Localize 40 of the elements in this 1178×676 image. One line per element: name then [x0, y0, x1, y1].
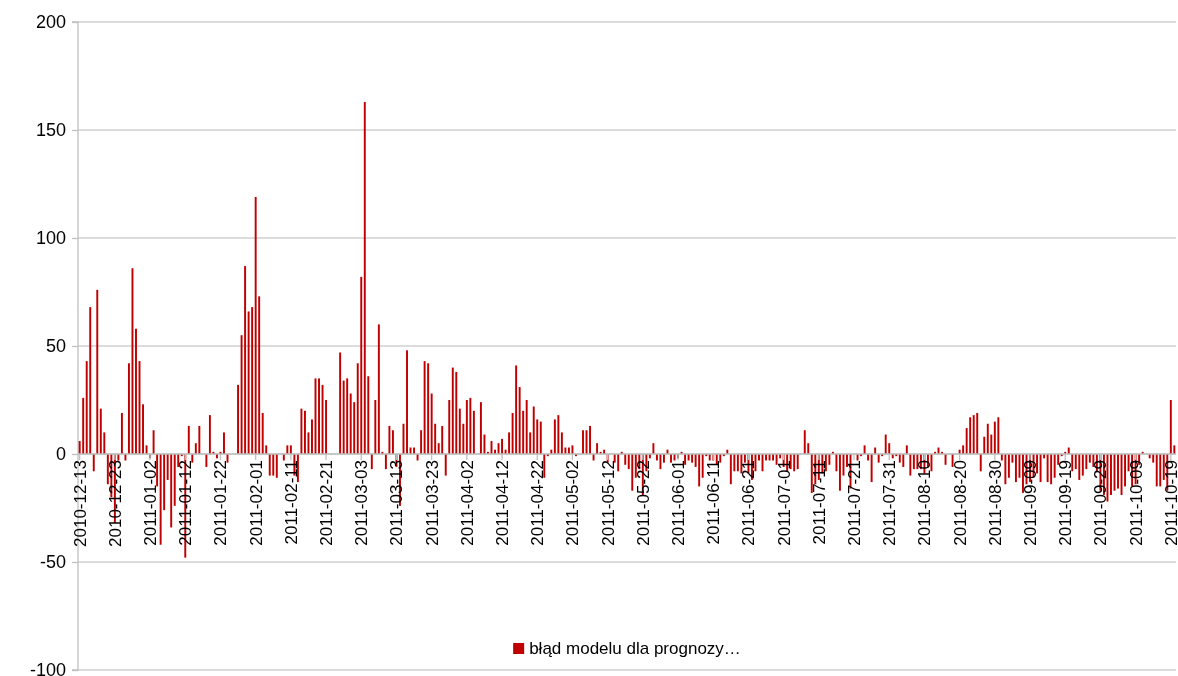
- legend-label: błąd modelu dla prognozy…: [529, 639, 741, 658]
- x-tick-label: 2011-07-11: [809, 460, 829, 545]
- x-tick-label: 2011-04-22: [528, 460, 548, 546]
- x-tick-label: 2011-01-12: [176, 460, 196, 546]
- y-tick-label: -100: [29, 660, 66, 676]
- x-tick-label: 2011-01-22: [211, 460, 231, 546]
- x-tick-label: 2011-09-29: [1091, 460, 1111, 546]
- x-tick-label: 2011-05-22: [633, 460, 653, 546]
- x-tick-label: 2011-06-11: [704, 460, 724, 545]
- y-tick-label: 100: [35, 228, 66, 249]
- x-tick-label: 2011-05-12: [598, 460, 618, 546]
- x-tick-label: 2011-03-03: [352, 460, 372, 546]
- x-tick-label: 2011-06-01: [669, 460, 689, 546]
- x-tick-label: 2011-05-02: [563, 460, 583, 546]
- x-tick-label: 2011-08-10: [915, 460, 935, 546]
- y-tick-label: 50: [45, 336, 66, 357]
- x-tick-label: 2011-03-13: [387, 460, 407, 546]
- x-tick-label: 2011-01-02: [141, 460, 161, 546]
- y-tick-label: 200: [35, 12, 66, 33]
- y-tick-label: -50: [39, 552, 66, 573]
- x-tick-label: 2011-02-11: [281, 460, 301, 545]
- x-tick-label: 2011-02-01: [246, 460, 266, 546]
- x-tick-label: 2011-03-23: [422, 460, 442, 546]
- x-tick-label: 2011-09-19: [1056, 460, 1076, 546]
- x-tick-label: 2011-10-19: [1161, 460, 1178, 546]
- x-tick-label: 2011-08-20: [950, 460, 970, 546]
- x-tick-label: 2010-12-13: [70, 460, 90, 547]
- x-tick-label: 2011-08-30: [985, 460, 1005, 546]
- y-tick-label: 150: [35, 120, 66, 141]
- x-tick-label: 2010-12-23: [105, 460, 125, 547]
- x-tick-label: 2011-07-21: [845, 460, 865, 546]
- x-tick-label: 2011-04-02: [457, 460, 477, 546]
- x-tick-label: 2011-10-09: [1126, 460, 1146, 546]
- x-tick-label: 2011-07-01: [774, 460, 794, 546]
- x-tick-label: 2011-04-12: [493, 460, 513, 546]
- x-tick-label: 2011-06-21: [739, 460, 759, 546]
- x-tick-label: 2011-07-31: [880, 460, 900, 546]
- x-tick-label: 2011-02-21: [317, 460, 337, 546]
- y-tick-label: 0: [55, 444, 66, 465]
- x-tick-label: 2011-09-09: [1021, 460, 1041, 546]
